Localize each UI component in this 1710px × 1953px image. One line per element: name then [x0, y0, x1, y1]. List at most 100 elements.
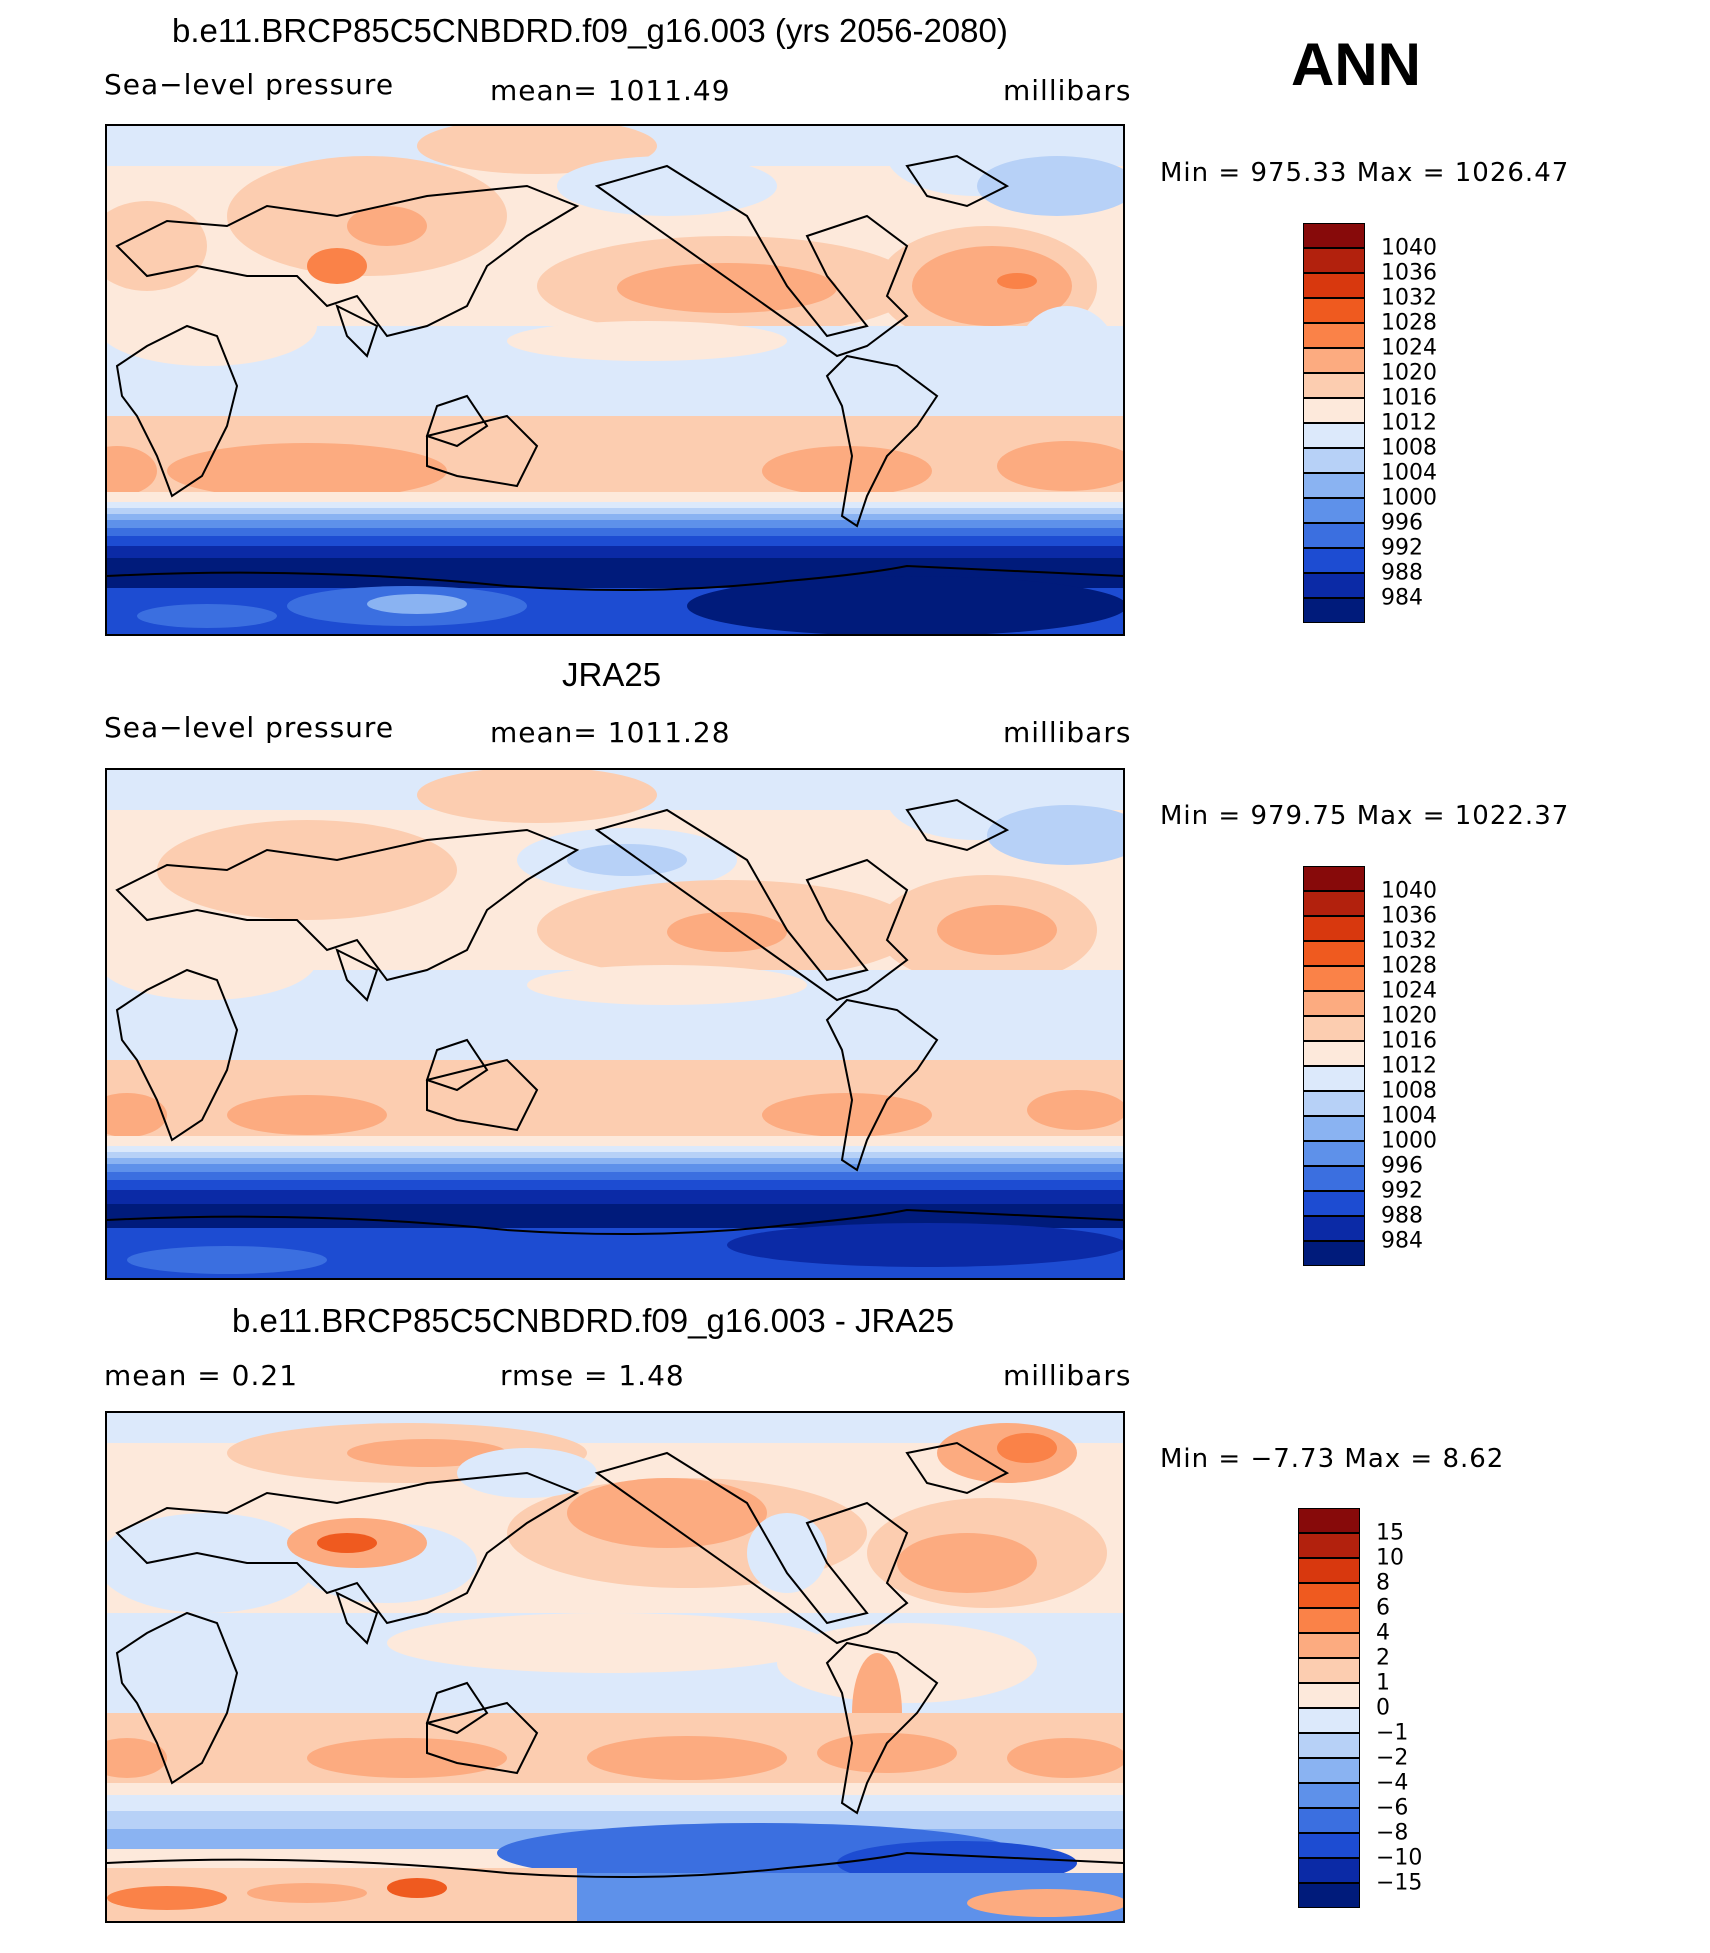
panel-2-variable-label: Sea−level pressure [104, 711, 395, 744]
colorbar-swatch [1303, 966, 1365, 991]
panel-1-map [105, 124, 1125, 636]
colorbar-swatch [1298, 1808, 1360, 1833]
colorbar-label: 1040 [1381, 235, 1437, 261]
colorbar-label: 4 [1376, 1620, 1390, 1646]
colorbar-label: 1 [1376, 1670, 1390, 1696]
panel-1-minmax: Min = 975.33 Max = 1026.47 [1160, 158, 1570, 188]
colorbar-swatch [1303, 1041, 1365, 1066]
colorbar-label: 1000 [1381, 485, 1437, 511]
colorbar-swatch [1303, 223, 1365, 248]
colorbar-label: 1008 [1381, 435, 1437, 461]
colorbar-label: −15 [1376, 1870, 1423, 1896]
panel-2-units-label: millibars [1003, 716, 1132, 749]
colorbar-swatch [1298, 1783, 1360, 1808]
colorbar-label: 1032 [1381, 285, 1437, 311]
colorbar-swatch [1303, 891, 1365, 916]
colorbar-label: 1004 [1381, 1103, 1437, 1129]
colorbar-swatch [1303, 866, 1365, 891]
colorbar-label: 1028 [1381, 310, 1437, 336]
colorbar-swatch [1303, 448, 1365, 473]
colorbar-swatch [1303, 373, 1365, 398]
colorbar-label: 6 [1376, 1595, 1390, 1621]
colorbar-label: 15 [1376, 1520, 1404, 1546]
panel-2-mean-label: mean= 1011.28 [490, 716, 731, 749]
colorbar-swatch [1303, 1016, 1365, 1041]
colorbar-label: 996 [1381, 1153, 1423, 1179]
colorbar-swatch [1303, 1166, 1365, 1191]
colorbar-label: 992 [1381, 535, 1423, 561]
colorbar-swatch [1303, 323, 1365, 348]
colorbar-label: 1032 [1381, 928, 1437, 954]
colorbar-label: 1036 [1381, 903, 1437, 929]
colorbar-swatch [1303, 1141, 1365, 1166]
season-label: ANN [1291, 31, 1421, 98]
colorbar-label: 984 [1381, 1228, 1423, 1254]
colorbar-swatch [1298, 1508, 1360, 1533]
panel-1-variable-label: Sea−level pressure [104, 68, 395, 101]
colorbar-swatch [1303, 1066, 1365, 1091]
colorbar-label: 996 [1381, 510, 1423, 536]
colorbar-swatch [1303, 348, 1365, 373]
colorbar-swatch [1303, 498, 1365, 523]
colorbar-label: 1012 [1381, 410, 1437, 436]
panel-1-mean-label: mean= 1011.49 [490, 74, 731, 107]
colorbar-label: 1008 [1381, 1078, 1437, 1104]
colorbar-swatch [1298, 1733, 1360, 1758]
panel-1-units-label: millibars [1003, 74, 1132, 107]
colorbar-swatch [1303, 523, 1365, 548]
colorbar-label: 1016 [1381, 385, 1437, 411]
colorbar-swatch [1298, 1558, 1360, 1583]
colorbar-swatch [1298, 1833, 1360, 1858]
colorbar-swatch [1303, 598, 1365, 623]
colorbar-label: 1040 [1381, 878, 1437, 904]
colorbar-swatch [1303, 423, 1365, 448]
panel-1-title: b.e11.BRCP85C5CNBDRD.f09_g16.003 (yrs 20… [172, 12, 1008, 49]
colorbar-swatch [1298, 1633, 1360, 1658]
colorbar-label: −8 [1376, 1820, 1409, 1846]
panel-2-minmax: Min = 979.75 Max = 1022.37 [1160, 801, 1570, 831]
colorbar-swatch [1303, 273, 1365, 298]
colorbar-label: 0 [1376, 1695, 1390, 1721]
colorbar-label: 1020 [1381, 1003, 1437, 1029]
colorbar-swatch [1298, 1533, 1360, 1558]
colorbar-swatch [1303, 916, 1365, 941]
colorbar-swatch [1303, 941, 1365, 966]
colorbar-label: 1028 [1381, 953, 1437, 979]
colorbar-swatch [1303, 298, 1365, 323]
colorbar-swatch [1298, 1758, 1360, 1783]
colorbar-swatch [1303, 248, 1365, 273]
panel-3-title: b.e11.BRCP85C5CNBDRD.f09_g16.003 - JRA25 [232, 1302, 955, 1339]
panel-3-mean-label: mean = 0.21 [104, 1359, 299, 1392]
panel-3-map [105, 1411, 1125, 1923]
panel-3-minmax: Min = −7.73 Max = 8.62 [1160, 1444, 1505, 1474]
colorbar-label: −6 [1376, 1795, 1409, 1821]
colorbar-label: −1 [1376, 1720, 1409, 1746]
colorbar-label: 1000 [1381, 1128, 1437, 1154]
colorbar-label: 992 [1381, 1178, 1423, 1204]
panel-2-title: JRA25 [562, 656, 662, 693]
colorbar-swatch [1303, 991, 1365, 1016]
colorbar-label: 1036 [1381, 260, 1437, 286]
colorbar-swatch [1298, 1883, 1360, 1908]
colorbar-label: −2 [1376, 1745, 1409, 1771]
colorbar-label: 10 [1376, 1545, 1404, 1571]
colorbar-label: 984 [1381, 585, 1423, 611]
colorbar-label: 1020 [1381, 360, 1437, 386]
panel-3-rmse-label: rmse = 1.48 [500, 1359, 685, 1392]
colorbar-label: 1024 [1381, 978, 1437, 1004]
colorbar-swatch [1303, 573, 1365, 598]
colorbar-swatch [1298, 1583, 1360, 1608]
colorbar-label: 1024 [1381, 335, 1437, 361]
colorbar-label: 8 [1376, 1570, 1390, 1596]
colorbar-label: 1004 [1381, 460, 1437, 486]
colorbar-label: 1012 [1381, 1053, 1437, 1079]
colorbar-swatch [1303, 1116, 1365, 1141]
panel-2-map [105, 768, 1125, 1280]
colorbar-swatch [1303, 548, 1365, 573]
colorbar-label: −10 [1376, 1845, 1423, 1871]
colorbar-swatch [1298, 1858, 1360, 1883]
colorbar-swatch [1298, 1608, 1360, 1633]
colorbar-swatch [1303, 1216, 1365, 1241]
colorbar-swatch [1298, 1708, 1360, 1733]
colorbar-swatch [1303, 1241, 1365, 1266]
